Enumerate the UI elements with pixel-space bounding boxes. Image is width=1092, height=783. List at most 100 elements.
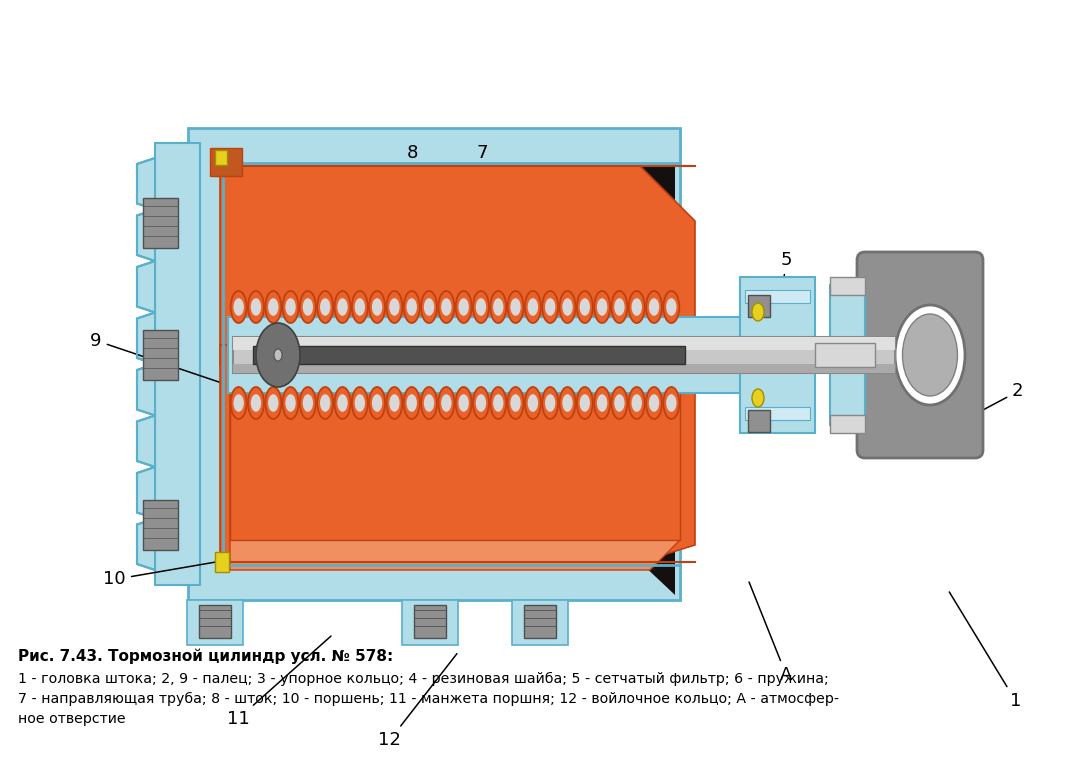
Ellipse shape bbox=[285, 394, 296, 412]
Ellipse shape bbox=[334, 387, 351, 419]
Ellipse shape bbox=[508, 291, 523, 323]
Bar bbox=[524, 605, 556, 638]
Bar bbox=[155, 143, 200, 585]
Bar bbox=[215, 150, 227, 165]
Bar bbox=[210, 148, 242, 176]
Bar bbox=[402, 600, 458, 645]
Bar bbox=[748, 410, 770, 432]
Ellipse shape bbox=[248, 387, 264, 419]
Ellipse shape bbox=[274, 349, 282, 361]
Ellipse shape bbox=[612, 291, 628, 323]
Ellipse shape bbox=[283, 387, 298, 419]
Ellipse shape bbox=[251, 394, 261, 412]
Ellipse shape bbox=[527, 298, 538, 316]
Ellipse shape bbox=[646, 387, 662, 419]
Ellipse shape bbox=[372, 298, 382, 316]
Ellipse shape bbox=[649, 394, 660, 412]
Text: 6: 6 bbox=[672, 289, 685, 336]
Polygon shape bbox=[136, 261, 155, 312]
Ellipse shape bbox=[248, 291, 264, 323]
Ellipse shape bbox=[352, 387, 368, 419]
Bar bbox=[745, 290, 810, 303]
Ellipse shape bbox=[404, 387, 419, 419]
Ellipse shape bbox=[268, 394, 278, 412]
Ellipse shape bbox=[580, 298, 590, 316]
Ellipse shape bbox=[577, 291, 593, 323]
Ellipse shape bbox=[494, 298, 503, 316]
Ellipse shape bbox=[545, 394, 556, 412]
Bar bbox=[188, 128, 680, 600]
Bar bbox=[187, 600, 244, 645]
Ellipse shape bbox=[543, 291, 558, 323]
Bar bbox=[748, 295, 770, 317]
Ellipse shape bbox=[355, 298, 365, 316]
Ellipse shape bbox=[473, 291, 489, 323]
Bar bbox=[740, 277, 815, 433]
Ellipse shape bbox=[438, 387, 454, 419]
Ellipse shape bbox=[283, 291, 298, 323]
Ellipse shape bbox=[404, 291, 419, 323]
Ellipse shape bbox=[646, 291, 662, 323]
Ellipse shape bbox=[318, 291, 333, 323]
Ellipse shape bbox=[424, 298, 435, 316]
Ellipse shape bbox=[256, 323, 300, 387]
Ellipse shape bbox=[441, 298, 451, 316]
Ellipse shape bbox=[422, 387, 437, 419]
Ellipse shape bbox=[545, 298, 556, 316]
Bar bbox=[815, 343, 875, 367]
Ellipse shape bbox=[902, 314, 958, 396]
Ellipse shape bbox=[300, 387, 316, 419]
Ellipse shape bbox=[337, 298, 347, 316]
Ellipse shape bbox=[455, 387, 472, 419]
Polygon shape bbox=[640, 166, 695, 365]
Ellipse shape bbox=[422, 291, 437, 323]
Polygon shape bbox=[136, 364, 155, 416]
Ellipse shape bbox=[320, 394, 331, 412]
Polygon shape bbox=[136, 158, 155, 210]
Ellipse shape bbox=[752, 389, 764, 407]
Ellipse shape bbox=[562, 298, 572, 316]
Ellipse shape bbox=[594, 387, 610, 419]
Bar bbox=[414, 605, 446, 638]
Ellipse shape bbox=[597, 394, 607, 412]
Ellipse shape bbox=[525, 291, 541, 323]
Ellipse shape bbox=[230, 291, 247, 323]
Bar bbox=[830, 277, 865, 295]
Ellipse shape bbox=[476, 298, 486, 316]
Ellipse shape bbox=[337, 394, 347, 412]
Ellipse shape bbox=[543, 387, 558, 419]
Ellipse shape bbox=[562, 394, 572, 412]
Ellipse shape bbox=[251, 298, 261, 316]
Ellipse shape bbox=[895, 305, 965, 405]
Ellipse shape bbox=[300, 291, 316, 323]
Ellipse shape bbox=[320, 298, 331, 316]
Ellipse shape bbox=[438, 291, 454, 323]
Ellipse shape bbox=[389, 298, 400, 316]
Polygon shape bbox=[136, 518, 155, 570]
Bar bbox=[830, 285, 865, 425]
Text: 2: 2 bbox=[961, 383, 1023, 421]
Ellipse shape bbox=[352, 291, 368, 323]
Bar bbox=[233, 337, 895, 373]
Ellipse shape bbox=[663, 387, 679, 419]
Ellipse shape bbox=[663, 291, 679, 323]
Ellipse shape bbox=[302, 394, 313, 412]
Ellipse shape bbox=[666, 394, 677, 412]
Ellipse shape bbox=[594, 291, 610, 323]
Bar bbox=[199, 605, 232, 638]
Ellipse shape bbox=[527, 394, 538, 412]
Text: 7 - направляющая труба; 8 - шток; 10 - поршень; 11 - манжета поршня; 12 - войлоч: 7 - направляющая труба; 8 - шток; 10 - п… bbox=[17, 692, 839, 706]
Ellipse shape bbox=[629, 291, 644, 323]
Text: 1 - головка штока; 2, 9 - палец; 3 - упорное кольцо; 4 - резиновая шайба; 5 - се: 1 - головка штока; 2, 9 - палец; 3 - упо… bbox=[17, 672, 829, 686]
Ellipse shape bbox=[265, 291, 282, 323]
Ellipse shape bbox=[234, 298, 244, 316]
Ellipse shape bbox=[318, 387, 333, 419]
Ellipse shape bbox=[614, 298, 625, 316]
Ellipse shape bbox=[455, 291, 472, 323]
Ellipse shape bbox=[559, 291, 575, 323]
Ellipse shape bbox=[268, 298, 278, 316]
Text: ное отверстие: ное отверстие bbox=[17, 712, 126, 726]
Ellipse shape bbox=[525, 387, 541, 419]
Ellipse shape bbox=[508, 387, 523, 419]
Text: 8: 8 bbox=[402, 144, 418, 269]
